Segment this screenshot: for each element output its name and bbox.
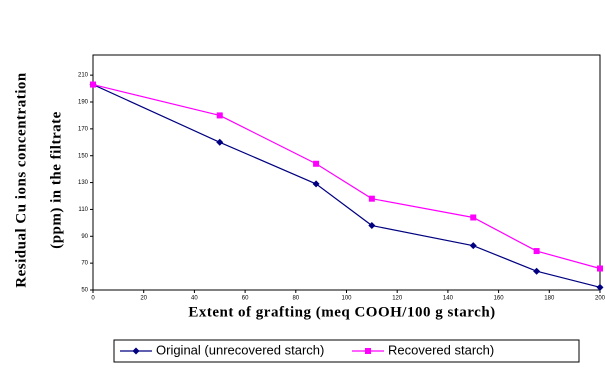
- y-axis-label: (ppm) in the filtrate: [48, 111, 64, 249]
- x-tick-label: 180: [544, 296, 555, 302]
- y-tick-label: 170: [78, 126, 89, 132]
- marker: [368, 195, 375, 202]
- y-tick-label: 50: [81, 288, 88, 294]
- marker: [365, 348, 371, 354]
- x-tick-label: 0: [91, 296, 95, 302]
- y-tick-label: 90: [81, 234, 88, 240]
- y-axis-label: Residual Cu ions concentration: [13, 72, 29, 288]
- x-tick-label: 200: [595, 296, 605, 302]
- legend: [113, 339, 580, 363]
- x-tick-label: 140: [443, 296, 454, 302]
- legend-label: Original (unrecovered starch): [156, 342, 324, 357]
- y-tick-label: 210: [78, 73, 89, 79]
- x-tick-label: 120: [392, 296, 403, 302]
- x-tick-label: 100: [341, 296, 352, 302]
- x-tick-label: 80: [292, 296, 299, 302]
- x-axis-label: Extent of grafting (meq COOH/100 g starc…: [188, 304, 495, 320]
- marker: [132, 347, 140, 355]
- y-tick-label: 190: [78, 100, 89, 106]
- marker: [216, 112, 223, 119]
- marker: [469, 242, 477, 250]
- x-tick-label: 20: [140, 296, 147, 302]
- marker: [216, 138, 224, 146]
- marker: [533, 248, 540, 255]
- y-tick-label: 130: [78, 180, 89, 186]
- plot-frame: [92, 54, 601, 291]
- series-line: [92, 83, 601, 288]
- x-tick-label: 60: [242, 296, 249, 302]
- y-tick-label: 70: [81, 261, 88, 267]
- marker: [368, 222, 376, 230]
- marker: [533, 267, 541, 275]
- marker: [90, 81, 96, 88]
- marker: [597, 265, 603, 272]
- y-tick-label: 110: [78, 207, 88, 213]
- marker: [312, 180, 320, 188]
- legend-label: Recovered starch): [388, 342, 494, 357]
- x-tick-label: 40: [191, 296, 198, 302]
- series-line: [92, 83, 601, 270]
- marker: [596, 283, 604, 291]
- x-tick-label: 160: [494, 296, 505, 302]
- y-tick-label: 150: [78, 153, 89, 159]
- marker: [313, 160, 320, 167]
- marker: [470, 214, 477, 221]
